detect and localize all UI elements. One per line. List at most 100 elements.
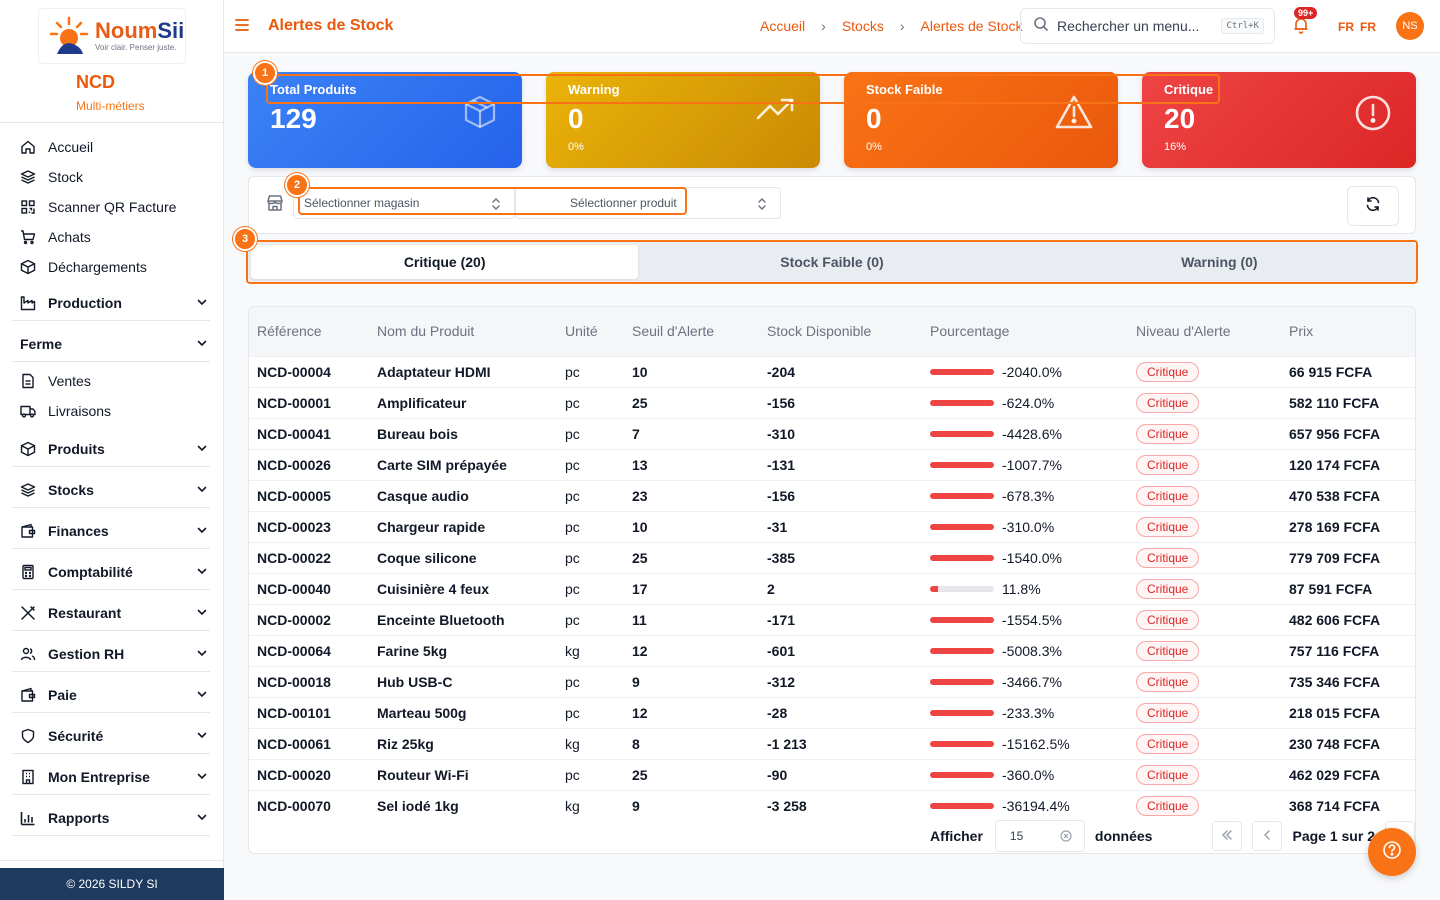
- table-row[interactable]: NCD-00041 Bureau bois pc 7 -310 -4428.6% Criti…: [249, 418, 1415, 449]
- card-critical: Critique 20 16%: [1142, 72, 1416, 168]
- store-select-placeholder: Sélectionner magasin: [304, 196, 420, 210]
- cell-product-name: Carte SIM prépayée: [377, 456, 507, 473]
- annotation-marker-1: 1: [253, 61, 277, 85]
- progress-bar: [930, 585, 994, 592]
- cell-threshold: 11: [632, 611, 647, 628]
- sidebar-group-rapports[interactable]: Rapports: [12, 800, 210, 836]
- table-row[interactable]: NCD-00005 Casque audio pc 23 -156 -678.3% Crit…: [249, 480, 1415, 511]
- table-row[interactable]: NCD-00026 Carte SIM prépayée pc 13 -131 -1007…: [249, 449, 1415, 480]
- chevron-down-icon: [196, 482, 208, 498]
- sidebar-group-ferme[interactable]: Ferme: [12, 326, 210, 362]
- tab-warning[interactable]: Warning (0): [1181, 254, 1258, 270]
- chevron-down-icon: [196, 605, 208, 621]
- language-selector[interactable]: FR FR: [1338, 20, 1382, 34]
- col-price[interactable]: Prix: [1289, 323, 1314, 340]
- cell-reference: NCD-00001: [257, 394, 331, 411]
- menu-toggle-icon[interactable]: [234, 17, 250, 38]
- sidebar-group-gestion-rh[interactable]: Gestion RH: [12, 636, 210, 672]
- table-row[interactable]: NCD-00040 Cuisinière 4 feux pc 17 2 11.8% Crit…: [249, 573, 1415, 604]
- page-size-input[interactable]: 15: [994, 820, 1085, 852]
- cell-threshold: 9: [632, 673, 640, 690]
- cell-product-name: Hub USB-C: [377, 673, 453, 690]
- breadcrumb-home[interactable]: Accueil: [760, 18, 806, 34]
- sidebar-item-livraisons[interactable]: Livraisons: [12, 396, 210, 426]
- table-row[interactable]: NCD-00020 Routeur Wi-Fi pc 25 -90 -360.0% Crit…: [249, 759, 1415, 790]
- sidebar-group-finances[interactable]: Finances: [12, 513, 210, 549]
- table-row[interactable]: NCD-00018 Hub USB-C pc 9 -312 -3466.7% Critiqu…: [249, 666, 1415, 697]
- table-header: Référence Nom du Produit Unité Seuil d'A…: [249, 307, 1415, 356]
- sidebar-item-accueil[interactable]: Accueil: [12, 132, 210, 162]
- tab-low-stock[interactable]: Stock Faible (0): [780, 254, 884, 270]
- col-unit[interactable]: Unité: [565, 323, 598, 340]
- cell-percentage: -360.0%: [922, 759, 1128, 790]
- store-select[interactable]: Sélectionner magasin: [293, 187, 515, 219]
- status-badge: Critique: [1136, 671, 1200, 692]
- status-badge: Critique: [1136, 733, 1200, 754]
- sidebar-group-mon-entreprise[interactable]: Mon Entreprise: [12, 759, 210, 795]
- sidebar-item-achats[interactable]: Achats: [12, 222, 210, 252]
- table-row[interactable]: NCD-00023 Chargeur rapide pc 10 -31 -310.0% Cr…: [249, 511, 1415, 542]
- sidebar-group-securite[interactable]: Sécurité: [12, 718, 210, 754]
- cell-unit: pc: [565, 673, 580, 690]
- table-row[interactable]: NCD-00064 Farine 5kg kg 12 -601 -5008.3% Criti…: [249, 635, 1415, 666]
- tab-critical[interactable]: Critique (20): [251, 245, 639, 279]
- col-reference[interactable]: Référence: [257, 323, 322, 340]
- refresh-button[interactable]: [1347, 186, 1399, 226]
- sidebar-nav: Accueil Stock Scanner QR Facture Achats Déch…: [12, 132, 210, 836]
- card-title: Warning: [568, 82, 620, 97]
- help-button[interactable]: [1368, 828, 1416, 876]
- table-row[interactable]: NCD-00001 Amplificateur pc 25 -156 -624.0% Cri…: [249, 387, 1415, 418]
- col-alert-level[interactable]: Niveau d'Alerte: [1136, 323, 1231, 340]
- table-row[interactable]: NCD-00004 Adaptateur HDMI pc 10 -204 -2040.0%…: [249, 356, 1415, 387]
- sidebar-group-restaurant[interactable]: Restaurant: [12, 595, 210, 631]
- table-row[interactable]: NCD-00022 Coque silicone pc 25 -385 -1540.0% C…: [249, 542, 1415, 573]
- table-row[interactable]: NCD-00101 Marteau 500g pc 12 -28 -233.3% Criti…: [249, 697, 1415, 728]
- sidebar-group-stocks[interactable]: Stocks: [12, 472, 210, 508]
- cell-stock: -156: [767, 487, 796, 504]
- sidebar-item-stock[interactable]: Stock: [12, 162, 210, 192]
- progress-bar-fill: [930, 709, 994, 716]
- col-percentage[interactable]: Pourcentage: [930, 323, 1010, 340]
- cell-product-name: Bureau bois: [377, 425, 458, 442]
- table-row[interactable]: NCD-00061 Riz 25kg kg 8 -1 213 -15162.5% Criti…: [249, 728, 1415, 759]
- breadcrumb-stocks[interactable]: Stocks: [841, 18, 884, 34]
- bell-icon[interactable]: [1292, 16, 1310, 39]
- cell-threshold: 13: [632, 456, 648, 473]
- col-stock[interactable]: Stock Disponible: [767, 323, 872, 340]
- menu-search[interactable]: Rechercher un menu... Ctrl+K: [1020, 8, 1275, 44]
- sidebar-group-paie[interactable]: Paie: [12, 677, 210, 713]
- sidebar-group-label: Paie: [48, 686, 77, 703]
- cell-threshold: 23: [632, 487, 648, 504]
- page-info: Page 1 sur 2: [1292, 828, 1375, 844]
- sidebar-item-dechargements[interactable]: Déchargements: [12, 252, 210, 282]
- percentage-value: -1540.0%: [1002, 549, 1062, 566]
- logo[interactable]: NoumSii Voir clair. Penser juste.: [38, 8, 186, 64]
- sidebar-item-scanner-qr-facture[interactable]: Scanner QR Facture: [12, 192, 210, 222]
- table-row[interactable]: NCD-00002 Enceinte Bluetooth pc 11 -171 -1554…: [249, 604, 1415, 635]
- doc-icon: [20, 373, 36, 389]
- card-title: Critique: [1164, 82, 1214, 97]
- cell-reference: NCD-00064: [257, 642, 331, 659]
- table-row[interactable]: NCD-00070 Sel iodé 1kg kg 9 -3 258 -36194.4% C…: [249, 790, 1415, 821]
- sidebar-group-comptabilite[interactable]: Comptabilité: [12, 554, 210, 590]
- progress-bar: [930, 802, 994, 809]
- cell-reference: NCD-00022: [257, 549, 331, 566]
- cell-price: 657 956 FCFA: [1289, 425, 1381, 442]
- cell-unit: pc: [565, 766, 580, 783]
- avatar[interactable]: NS: [1396, 12, 1424, 40]
- first-page-button[interactable]: [1212, 821, 1243, 851]
- percentage-value: -2040.0%: [1002, 363, 1062, 380]
- cell-stock: -385: [767, 549, 796, 566]
- card-low-stock: Stock Faible 0 0%: [844, 72, 1118, 168]
- product-select[interactable]: Sélectionner produit: [515, 187, 781, 219]
- progress-bar-fill: [930, 616, 994, 623]
- prev-page-button[interactable]: [1252, 821, 1283, 851]
- sidebar-item-ventes[interactable]: Ventes: [12, 366, 210, 396]
- col-threshold[interactable]: Seuil d'Alerte: [632, 323, 715, 340]
- sidebar-group-production[interactable]: Production: [12, 285, 210, 321]
- progress-bar-fill: [930, 461, 994, 468]
- clear-icon[interactable]: [1060, 830, 1072, 845]
- col-product-name[interactable]: Nom du Produit: [377, 323, 475, 340]
- wallet-icon: [20, 687, 36, 703]
- sidebar-group-produits[interactable]: Produits: [12, 431, 210, 467]
